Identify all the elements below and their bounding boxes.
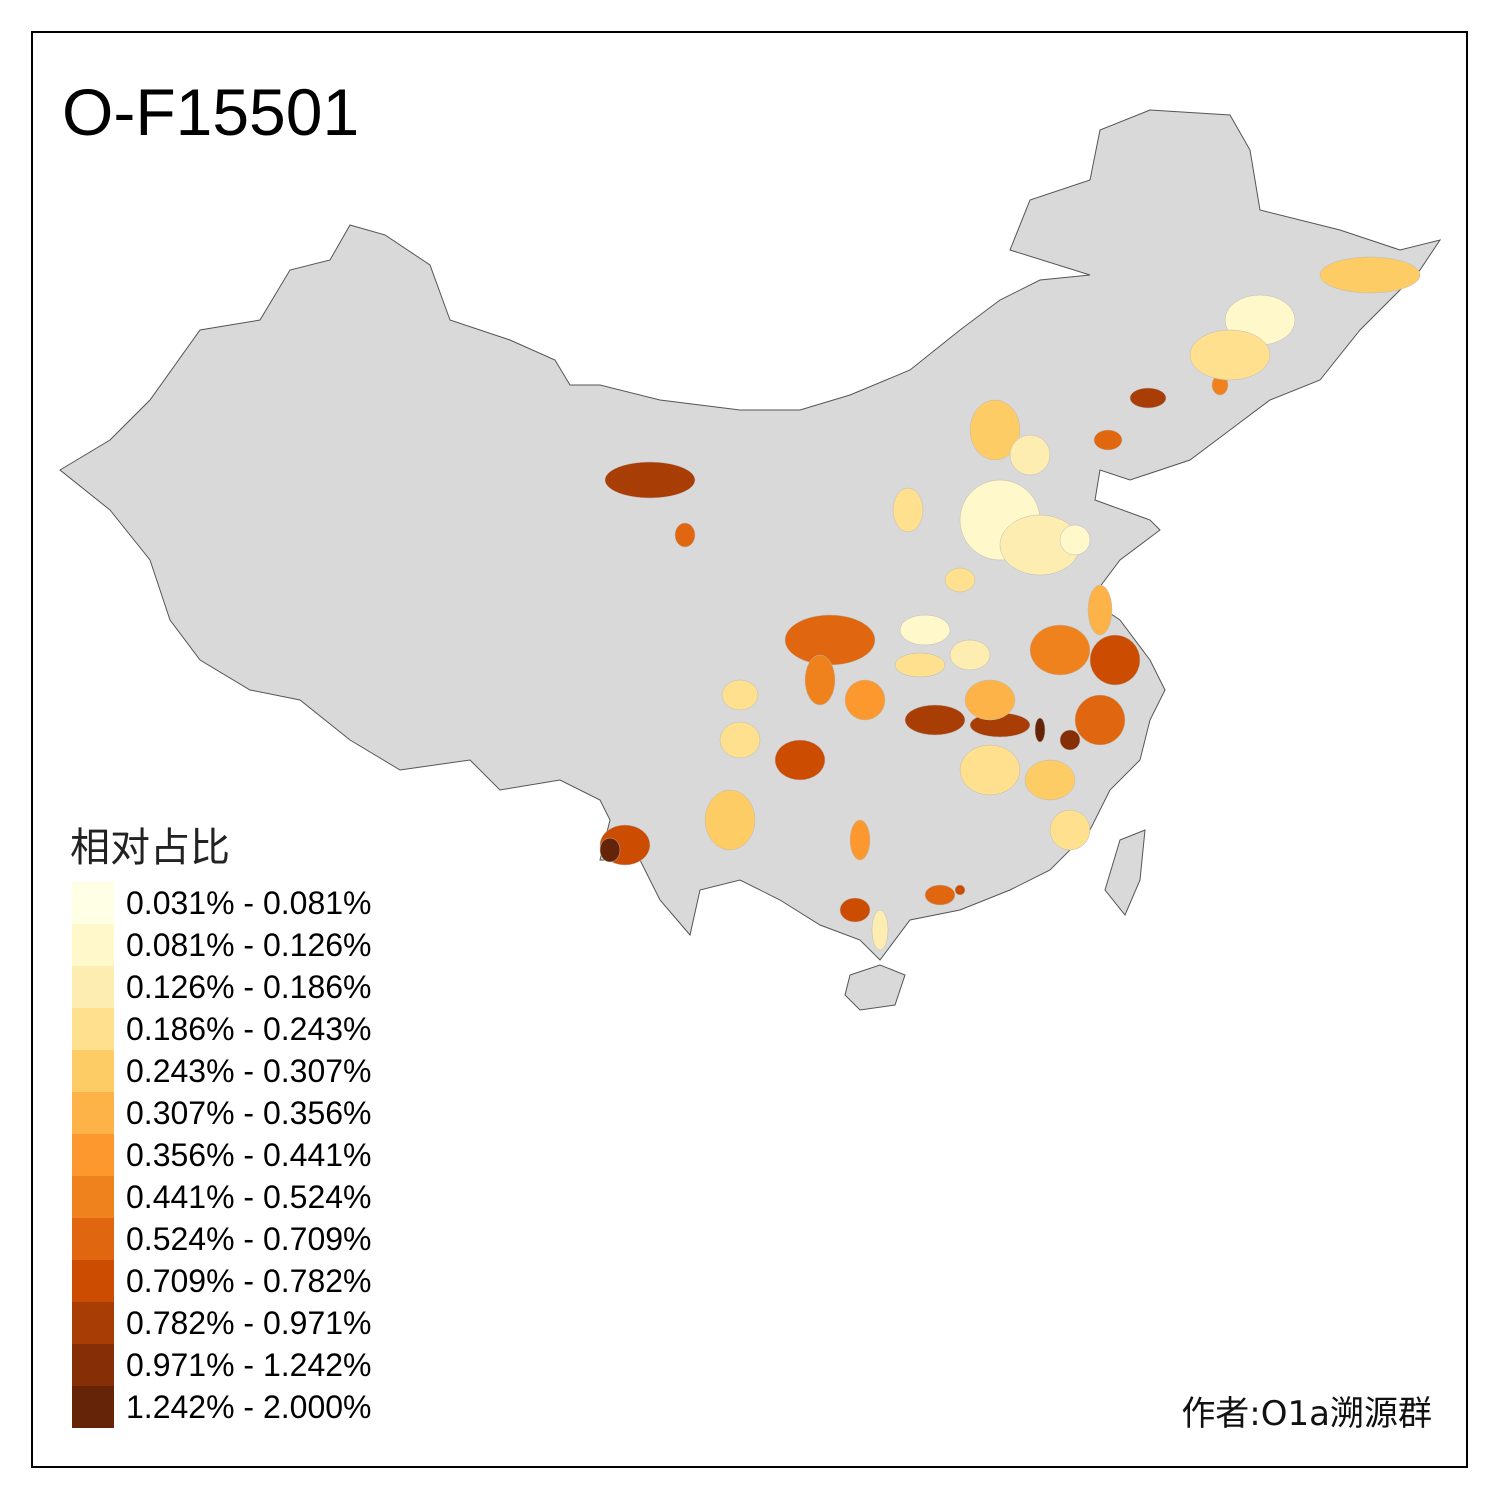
region-patches xyxy=(599,256,1421,951)
region-patch xyxy=(964,679,1016,721)
region-patch xyxy=(704,789,756,851)
region-patch xyxy=(804,654,836,706)
region-patch xyxy=(969,399,1021,461)
author-credit: 作者:O1a溯源群 xyxy=(1181,1394,1432,1434)
region-patch xyxy=(784,614,876,666)
legend-label: 0.356% - 0.441% xyxy=(126,1136,372,1173)
region-patch xyxy=(1059,524,1091,556)
legend-label: 0.031% - 0.081% xyxy=(126,884,372,921)
legend-item: 0.186% - 0.243% xyxy=(72,1008,372,1050)
region-patch xyxy=(1074,694,1126,746)
legend-item: 0.441% - 0.524% xyxy=(72,1176,372,1218)
legend-swatch xyxy=(72,1092,114,1134)
region-patch xyxy=(1024,759,1076,801)
legend-swatch xyxy=(72,1302,114,1344)
region-patch xyxy=(604,461,696,499)
legend-label: 0.441% - 0.524% xyxy=(126,1178,372,1215)
legend-item: 0.782% - 0.971% xyxy=(72,1302,372,1344)
legend-label: 0.971% - 1.242% xyxy=(126,1346,372,1383)
legend-label: 0.307% - 0.356% xyxy=(126,1094,372,1131)
map-title: O-F15501 xyxy=(62,75,360,149)
region-patch xyxy=(1087,584,1113,636)
region-patch xyxy=(839,897,871,923)
region-patch xyxy=(849,819,871,861)
legend-item: 0.524% - 0.709% xyxy=(72,1218,372,1260)
map-frame xyxy=(31,31,1468,1468)
region-patch xyxy=(894,652,946,678)
region-patch xyxy=(719,721,761,759)
region-patch xyxy=(1059,729,1081,751)
legend-label: 0.709% - 0.782% xyxy=(126,1262,372,1299)
legend-item: 0.971% - 1.242% xyxy=(72,1344,372,1386)
legend-swatch xyxy=(72,1008,114,1050)
legend-item: 0.081% - 0.126% xyxy=(72,924,372,966)
legend: 0.031% - 0.081% 0.081% - 0.126% 0.126% - 0… xyxy=(72,882,372,1428)
region-patch xyxy=(944,567,976,593)
legend-swatch xyxy=(72,966,114,1008)
region-patch xyxy=(1093,429,1123,451)
region-patch xyxy=(721,679,759,711)
region-patch xyxy=(774,739,826,781)
legend-label: 0.243% - 0.307% xyxy=(126,1052,372,1089)
region-patch xyxy=(1189,329,1271,381)
legend-swatch xyxy=(72,1176,114,1218)
region-patch xyxy=(959,744,1021,796)
region-patch xyxy=(1129,387,1167,409)
region-patch xyxy=(892,487,924,533)
legend-swatch xyxy=(72,1134,114,1176)
legend-item: 0.031% - 0.081% xyxy=(72,882,372,924)
region-patch xyxy=(954,884,966,896)
legend-item: 0.243% - 0.307% xyxy=(72,1050,372,1092)
legend-item: 0.356% - 0.441% xyxy=(72,1134,372,1176)
legend-title: 相对占比 xyxy=(70,825,230,871)
region-patch xyxy=(599,837,621,863)
region-patch xyxy=(949,639,991,671)
legend-item: 0.307% - 0.356% xyxy=(72,1092,372,1134)
region-patch xyxy=(904,704,966,736)
region-patch xyxy=(844,679,886,721)
legend-item: 0.709% - 0.782% xyxy=(72,1260,372,1302)
region-patch xyxy=(924,884,956,906)
region-patch xyxy=(1319,256,1421,294)
legend-label: 0.524% - 0.709% xyxy=(126,1220,372,1257)
legend-swatch xyxy=(72,1050,114,1092)
legend-item: 0.126% - 0.186% xyxy=(72,966,372,1008)
region-patch xyxy=(1009,434,1051,476)
legend-swatch xyxy=(72,1344,114,1386)
legend-label: 0.782% - 0.971% xyxy=(126,1304,372,1341)
region-patch xyxy=(1089,634,1141,686)
hainan-island xyxy=(844,964,906,1011)
legend-swatch xyxy=(72,1218,114,1260)
legend-swatch xyxy=(72,882,114,924)
legend-label: 0.186% - 0.243% xyxy=(126,1010,372,1047)
legend-swatch xyxy=(72,1386,114,1428)
region-patch xyxy=(674,522,696,548)
region-patch xyxy=(1034,717,1046,743)
region-patch xyxy=(871,909,889,951)
legend-item: 1.242% - 2.000% xyxy=(72,1386,372,1428)
legend-label: 0.081% - 0.126% xyxy=(126,926,372,963)
legend-swatch xyxy=(72,1260,114,1302)
region-patch xyxy=(1049,809,1091,851)
taiwan-island xyxy=(1104,829,1146,916)
region-patch xyxy=(1029,624,1091,676)
legend-swatch xyxy=(72,924,114,966)
legend-label: 0.126% - 0.186% xyxy=(126,968,372,1005)
legend-label: 1.242% - 2.000% xyxy=(126,1388,372,1425)
region-patch xyxy=(899,614,951,646)
